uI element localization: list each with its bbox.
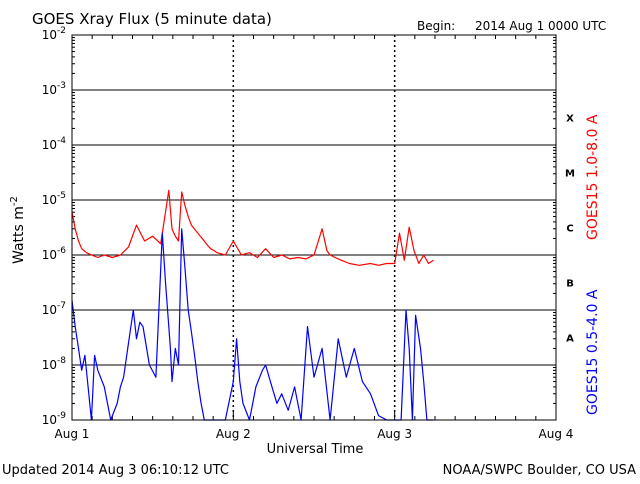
y-tick-label: 10-7 [42,301,66,317]
y-tick-mantissa: 10 [42,413,57,427]
y-tick-exponent: -7 [57,301,66,311]
y-axis-label: Watts m-2 [9,196,27,264]
y-tick-label: 10-2 [42,26,66,42]
begin-value: 2014 Aug 1 0000 UTC [475,19,606,33]
y-axis-label-exponent: -2 [9,196,20,206]
x-tick-label: Aug 2 [216,427,251,441]
x-tick-label: Aug 3 [377,427,412,441]
x-axis-label: Universal Time [267,442,364,457]
legend-entry-short-channel: GOES15 0.5-4.0 A [585,289,601,415]
y-tick-mantissa: 10 [42,193,57,207]
y-tick-label: 10-9 [42,411,67,427]
flare-class-label: C [566,224,573,235]
y-tick-label: 10-3 [42,81,66,97]
footer-updated-timestamp: Updated 2014 Aug 3 06:10:12 UTC [2,463,229,478]
legend-entry-long-channel: GOES15 1.0-8.0 A [585,114,601,240]
x-tick-label: Aug 1 [55,427,90,441]
y-tick-exponent: -9 [57,411,66,421]
y-tick-label: 10-8 [42,356,67,372]
y-tick-label: 10-4 [42,136,67,152]
flare-class-label: B [566,279,574,290]
x-axis-ticks: Aug 1 Aug 2 Aug 3 Aug 4 [55,35,574,441]
series-line-long-channel [71,189,434,266]
y-tick-exponent: -3 [57,81,66,91]
plot-frame [71,34,557,421]
y-tick-mantissa: 10 [42,83,57,97]
y-tick-exponent: -6 [57,246,66,256]
y-tick-exponent: -2 [57,26,66,36]
flare-class-label: M [565,169,575,180]
footer-credit: NOAA/SWPC Boulder, CO USA [443,463,636,478]
y-tick-exponent: -8 [57,356,66,366]
x-tick-label: Aug 4 [539,427,574,441]
grid-lines [72,35,556,420]
y-tick-label: 10-6 [42,246,67,262]
begin-label: Begin: [417,19,455,33]
y-tick-mantissa: 10 [42,138,57,152]
y-tick-label: 10-5 [42,191,66,207]
y-axis-label-base: Watts m [11,206,27,264]
y-tick-exponent: -5 [57,191,66,201]
flare-class-label: X [566,114,574,125]
flare-class-label: A [566,334,574,345]
y-tick-exponent: -4 [57,136,66,146]
flare-class-labels: X M C B A [565,114,575,345]
y-tick-mantissa: 10 [42,303,57,317]
y-tick-mantissa: 10 [42,28,57,42]
chart-title: GOES Xray Flux (5 minute data) [32,10,272,28]
y-tick-mantissa: 10 [42,358,57,372]
y-tick-mantissa: 10 [42,248,57,262]
